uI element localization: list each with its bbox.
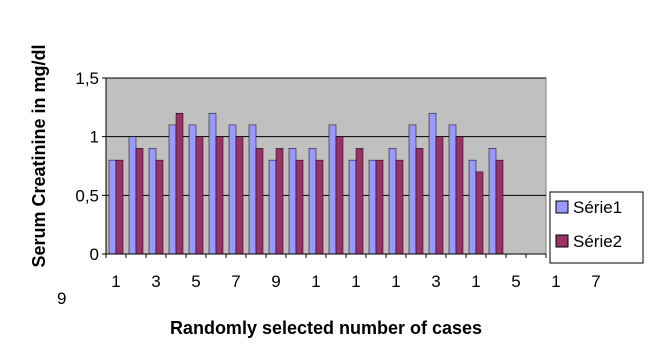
legend-swatch-serie2 xyxy=(555,234,569,248)
bar-serie2 xyxy=(315,159,324,255)
bar-serie1 xyxy=(428,112,437,255)
x-tick-label: 1 xyxy=(551,272,560,291)
x-tick-label: 3 xyxy=(431,272,440,291)
bar-serie2 xyxy=(115,159,124,255)
legend-label-serie1: Série1 xyxy=(573,198,622,217)
x-tick-label: 1 xyxy=(351,272,360,291)
bar-serie2 xyxy=(455,136,464,255)
bar-serie1 xyxy=(388,148,397,255)
bar-serie2 xyxy=(475,171,484,255)
bar-serie2 xyxy=(255,148,264,255)
x-tick-label: 1 xyxy=(111,272,120,291)
bar-serie2 xyxy=(275,148,284,255)
bar-serie1 xyxy=(308,148,317,255)
bar-serie1 xyxy=(368,159,377,255)
x-tick-label: 7 xyxy=(591,272,600,291)
bar-serie1 xyxy=(248,124,257,255)
bar-serie2 xyxy=(335,136,344,255)
legend: Série1 Série2 xyxy=(549,191,644,264)
bar-serie1 xyxy=(228,124,237,255)
x-tick-label: 3 xyxy=(151,272,160,291)
x-tick-label: 5 xyxy=(191,272,200,291)
y-tick-label: 1 xyxy=(90,128,99,147)
legend-label-serie2: Série2 xyxy=(573,232,622,251)
x-axis-title: Randomly selected number of cases xyxy=(170,318,482,338)
bar-serie1 xyxy=(348,159,357,255)
x-tick-label: 1 xyxy=(311,272,320,291)
y-axis-title: Serum Creatinine in mg/dl xyxy=(29,44,49,267)
bar-serie1 xyxy=(168,124,177,255)
y-tick-label: 1,5 xyxy=(75,69,99,88)
x-tick-label: 1 xyxy=(471,272,480,291)
x-tick-label: 7 xyxy=(231,272,240,291)
bar-serie2 xyxy=(395,159,404,255)
bar-serie1 xyxy=(128,136,137,255)
bar-serie1 xyxy=(448,124,457,255)
bar-serie2 xyxy=(195,136,204,255)
bar-serie2 xyxy=(215,136,224,255)
bar-serie1 xyxy=(328,124,337,255)
y-tick-labels: 0 0,5 1 1,5 xyxy=(75,69,106,264)
legend-swatch-serie1 xyxy=(555,200,569,214)
x-tick-label: 9 xyxy=(271,272,280,291)
bar-serie1 xyxy=(148,148,157,255)
bar-serie2 xyxy=(355,148,364,255)
bar-serie2 xyxy=(435,136,444,255)
bar-serie2 xyxy=(155,159,164,255)
bar-serie2 xyxy=(135,148,144,255)
y-tick-label: 0,5 xyxy=(75,186,99,205)
x-tick-label: 5 xyxy=(511,272,520,291)
bar-serie1 xyxy=(268,159,277,255)
bar-serie2 xyxy=(375,159,384,255)
bar-serie2 xyxy=(175,112,184,255)
bar-serie2 xyxy=(295,159,304,255)
bar-serie1 xyxy=(108,159,117,255)
bar-serie2 xyxy=(235,136,244,255)
bar-serie1 xyxy=(188,124,197,255)
x-tick-label: 1 xyxy=(391,272,400,291)
bar-serie1 xyxy=(288,148,297,255)
bar-serie1 xyxy=(208,112,217,255)
corner-label: 9 xyxy=(57,289,66,308)
bar-serie1 xyxy=(468,159,477,255)
bar-serie2 xyxy=(495,159,504,255)
bars-group xyxy=(108,112,504,255)
bar-serie2 xyxy=(415,148,424,255)
y-tick-label: 0 xyxy=(90,245,99,264)
bar-serie1 xyxy=(488,148,497,255)
bar-serie1 xyxy=(408,124,417,255)
